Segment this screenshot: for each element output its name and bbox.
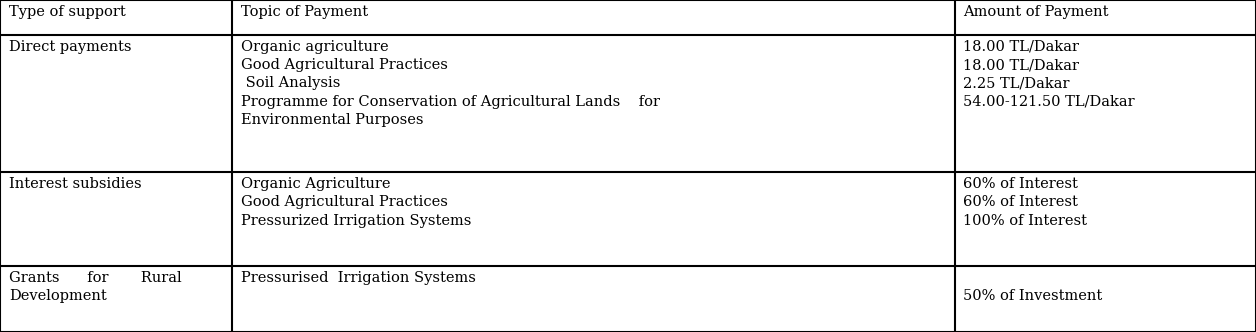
Text: Organic agriculture
Good Agricultural Practices
 Soil Analysis
Programme for Con: Organic agriculture Good Agricultural Pr… (241, 40, 661, 127)
Text: Pressurised  Irrigation Systems: Pressurised Irrigation Systems (241, 271, 476, 285)
Text: Topic of Payment: Topic of Payment (241, 5, 368, 19)
Text: 18.00 TL/Dakar
18.00 TL/Dakar
2.25 TL/Dakar
54.00-121.50 TL/Dakar: 18.00 TL/Dakar 18.00 TL/Dakar 2.25 TL/Da… (963, 40, 1135, 109)
Text: Grants      for       Rural
Development: Grants for Rural Development (9, 271, 181, 303)
Text: 50% of Investment: 50% of Investment (963, 271, 1103, 303)
Text: Type of support: Type of support (9, 5, 126, 19)
Text: Direct payments: Direct payments (9, 40, 132, 54)
Text: Amount of Payment: Amount of Payment (963, 5, 1109, 19)
Text: Interest subsidies: Interest subsidies (9, 177, 142, 191)
Text: Organic Agriculture
Good Agricultural Practices
Pressurized Irrigation Systems: Organic Agriculture Good Agricultural Pr… (241, 177, 471, 227)
Text: 60% of Interest
60% of Interest
100% of Interest: 60% of Interest 60% of Interest 100% of … (963, 177, 1088, 227)
